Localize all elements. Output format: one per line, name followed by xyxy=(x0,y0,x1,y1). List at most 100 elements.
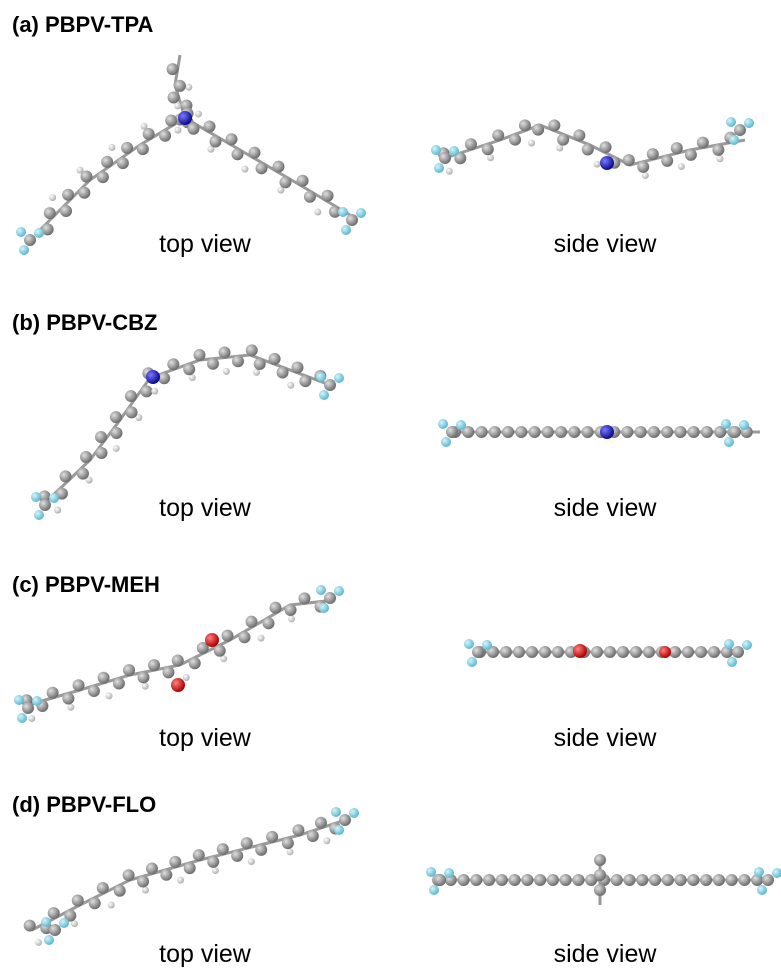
carbon-atom xyxy=(688,426,700,438)
carbon-atom xyxy=(143,128,155,140)
bond xyxy=(32,820,345,930)
caption: top view xyxy=(159,230,252,258)
carbon-atom xyxy=(661,155,673,167)
carbon-atom xyxy=(125,390,137,402)
hydrogen-atom xyxy=(177,877,184,884)
hydrogen-atom xyxy=(151,388,158,395)
carbon-atom xyxy=(322,190,334,202)
carbon-atom xyxy=(630,646,642,658)
carbon-atom xyxy=(263,617,275,629)
carbon-atom xyxy=(89,897,101,909)
carbon-atom xyxy=(513,646,525,658)
carbon-atom xyxy=(137,875,149,887)
carbon-atom xyxy=(110,411,122,423)
carbon-atom xyxy=(231,850,243,862)
hydrogen-atom xyxy=(248,858,255,865)
fluorine-atom xyxy=(31,492,41,502)
carbon-atom xyxy=(241,837,253,849)
carbon-atom xyxy=(277,367,289,379)
carbon-atom xyxy=(324,379,336,391)
panel-label: (a) PBPV-TPA xyxy=(12,12,154,37)
carbon-atom xyxy=(582,143,594,155)
fluorine-atom xyxy=(757,885,767,895)
page: (a) PBPV-TPA top view side view (b) PBPV… xyxy=(0,0,781,972)
fluorine-atom xyxy=(44,935,54,945)
carbon-atom xyxy=(209,136,221,148)
carbon-atom xyxy=(697,137,709,149)
carbon-atom xyxy=(695,646,707,658)
carbon-atom xyxy=(297,175,309,187)
carbon-atom xyxy=(324,592,336,604)
carbon-atom xyxy=(245,616,257,628)
carbon-atom xyxy=(547,874,559,886)
carbon-atom xyxy=(62,189,74,201)
carbon-atom xyxy=(465,138,477,150)
carbon-atom xyxy=(476,426,488,438)
hydrogen-atom xyxy=(594,161,601,168)
carbon-atom xyxy=(217,843,229,855)
carbon-atom xyxy=(307,830,319,842)
carbon-atom xyxy=(255,844,267,856)
fluorine-atom xyxy=(319,390,329,400)
carbon-atom xyxy=(594,869,606,881)
carbon-atom xyxy=(80,170,92,182)
carbon-atom xyxy=(47,687,59,699)
fluorine-atom xyxy=(316,585,326,595)
carbon-atom xyxy=(738,874,750,886)
carbon-atom xyxy=(117,157,129,169)
oxygen-atom xyxy=(171,678,185,692)
carbon-atom xyxy=(729,426,741,438)
carbon-atom xyxy=(624,874,636,886)
fluorine-atom xyxy=(739,420,749,430)
fluorine-atom xyxy=(49,493,59,503)
hydrogen-atom xyxy=(241,166,248,173)
hydrogen-atom xyxy=(142,887,149,894)
carbon-atom xyxy=(165,114,177,126)
carbon-atom xyxy=(146,863,158,875)
fluorine-atom xyxy=(34,228,44,238)
carbon-atom xyxy=(299,375,311,387)
carbon-atom xyxy=(542,426,554,438)
carbon-atom xyxy=(97,171,109,183)
fluorine-atom xyxy=(464,639,474,649)
fluorine-atom xyxy=(744,118,754,128)
carbon-atom xyxy=(509,134,521,146)
carbon-atom xyxy=(172,655,184,667)
carbon-atom xyxy=(346,214,358,226)
nitrogen-atom xyxy=(600,425,614,439)
oxygen-atom xyxy=(205,633,219,647)
carbon-atom xyxy=(273,161,285,173)
hydrogen-atom xyxy=(54,507,61,514)
carbon-atom xyxy=(207,358,219,370)
fluorine-atom xyxy=(456,420,466,430)
carbon-atom xyxy=(339,814,351,826)
carbon-atom xyxy=(675,874,687,886)
carbon-atom xyxy=(534,874,546,886)
fluorine-atom xyxy=(316,372,326,382)
fluorine-atom xyxy=(726,117,736,127)
carbon-atom xyxy=(734,124,746,136)
fluorine-atom xyxy=(59,918,69,928)
carbon-atom xyxy=(292,824,304,836)
carbon-atom xyxy=(591,646,603,658)
carbon-atom xyxy=(521,874,533,886)
carbon-atom xyxy=(557,134,569,146)
carbon-atom xyxy=(643,646,655,658)
fluorine-atom xyxy=(356,208,366,218)
carbon-atom xyxy=(439,152,451,164)
carbon-atom xyxy=(636,874,648,886)
carbon-atom xyxy=(158,372,170,384)
hydrogen-atom xyxy=(195,110,202,117)
carbon-atom xyxy=(207,856,219,868)
carbon-atom xyxy=(221,630,233,642)
hydrogen-atom xyxy=(108,902,115,909)
carbon-atom xyxy=(515,426,527,438)
panel-label: (b) PBPV-CBZ xyxy=(12,310,157,335)
carbon-atom xyxy=(246,344,258,356)
caption: side view xyxy=(554,494,658,522)
hydrogen-atom xyxy=(67,704,74,711)
carbon-atom xyxy=(266,831,278,843)
carbon-atom xyxy=(254,358,266,370)
caption: side view xyxy=(554,230,658,258)
carbon-atom xyxy=(496,874,508,886)
